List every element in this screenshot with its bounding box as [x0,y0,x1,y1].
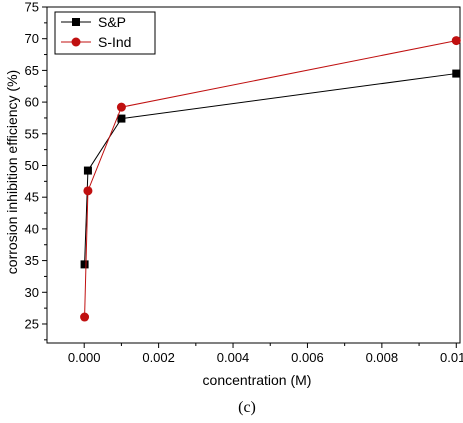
y-tick-label: 35 [25,253,39,268]
y-tick-label: 30 [25,285,39,300]
data-point-square [452,69,461,78]
x-tick-label: 0.010 [440,350,463,365]
y-tick-label: 55 [25,126,39,141]
y-tick-label: 40 [25,221,39,236]
x-tick-label: 0.004 [217,350,250,365]
data-point-circle [116,102,126,112]
data-point-square [83,166,92,175]
data-point-square [80,260,89,269]
series-sind [80,36,461,322]
x-tick-label: 0.002 [142,350,175,365]
y-tick-label: 25 [25,316,39,331]
plot-frame [46,6,461,344]
legend-marker-square [72,18,80,26]
series-sp [80,69,461,269]
y-tick-label: 50 [25,158,39,173]
data-point-square [117,114,126,123]
x-tick-label: 0.008 [366,350,399,365]
data-point-circle [80,312,90,322]
y-tick-label: 45 [25,190,39,205]
x-tick-label: 0.000 [68,350,101,365]
y-tick-label: 65 [25,63,39,78]
legend-box [54,11,156,55]
data-point-circle [83,186,93,196]
y-axis-label: corrosion inhibition efficiency (%) [4,70,20,274]
series-line [84,40,457,318]
y-tick-label: 75 [25,0,39,15]
x-tick-label: 0.006 [291,350,324,365]
legend: S&P S-Ind [54,11,156,55]
series-layer [80,36,461,322]
data-point-circle [451,36,461,46]
series-line [84,73,457,265]
legend-label: S-Ind [98,34,131,50]
legend-label: S&P [98,14,126,30]
figure-caption: (c) [238,399,256,416]
y-tick-label: 60 [25,95,39,110]
x-axis-label: concentration (M) [203,372,312,388]
y-tick-label: 70 [25,31,39,46]
axes: 0.000 0.002 0.004 0.006 0.008 0.010 25 30 35 40 45… [25,0,463,365]
legend-marker-circle [71,37,81,47]
